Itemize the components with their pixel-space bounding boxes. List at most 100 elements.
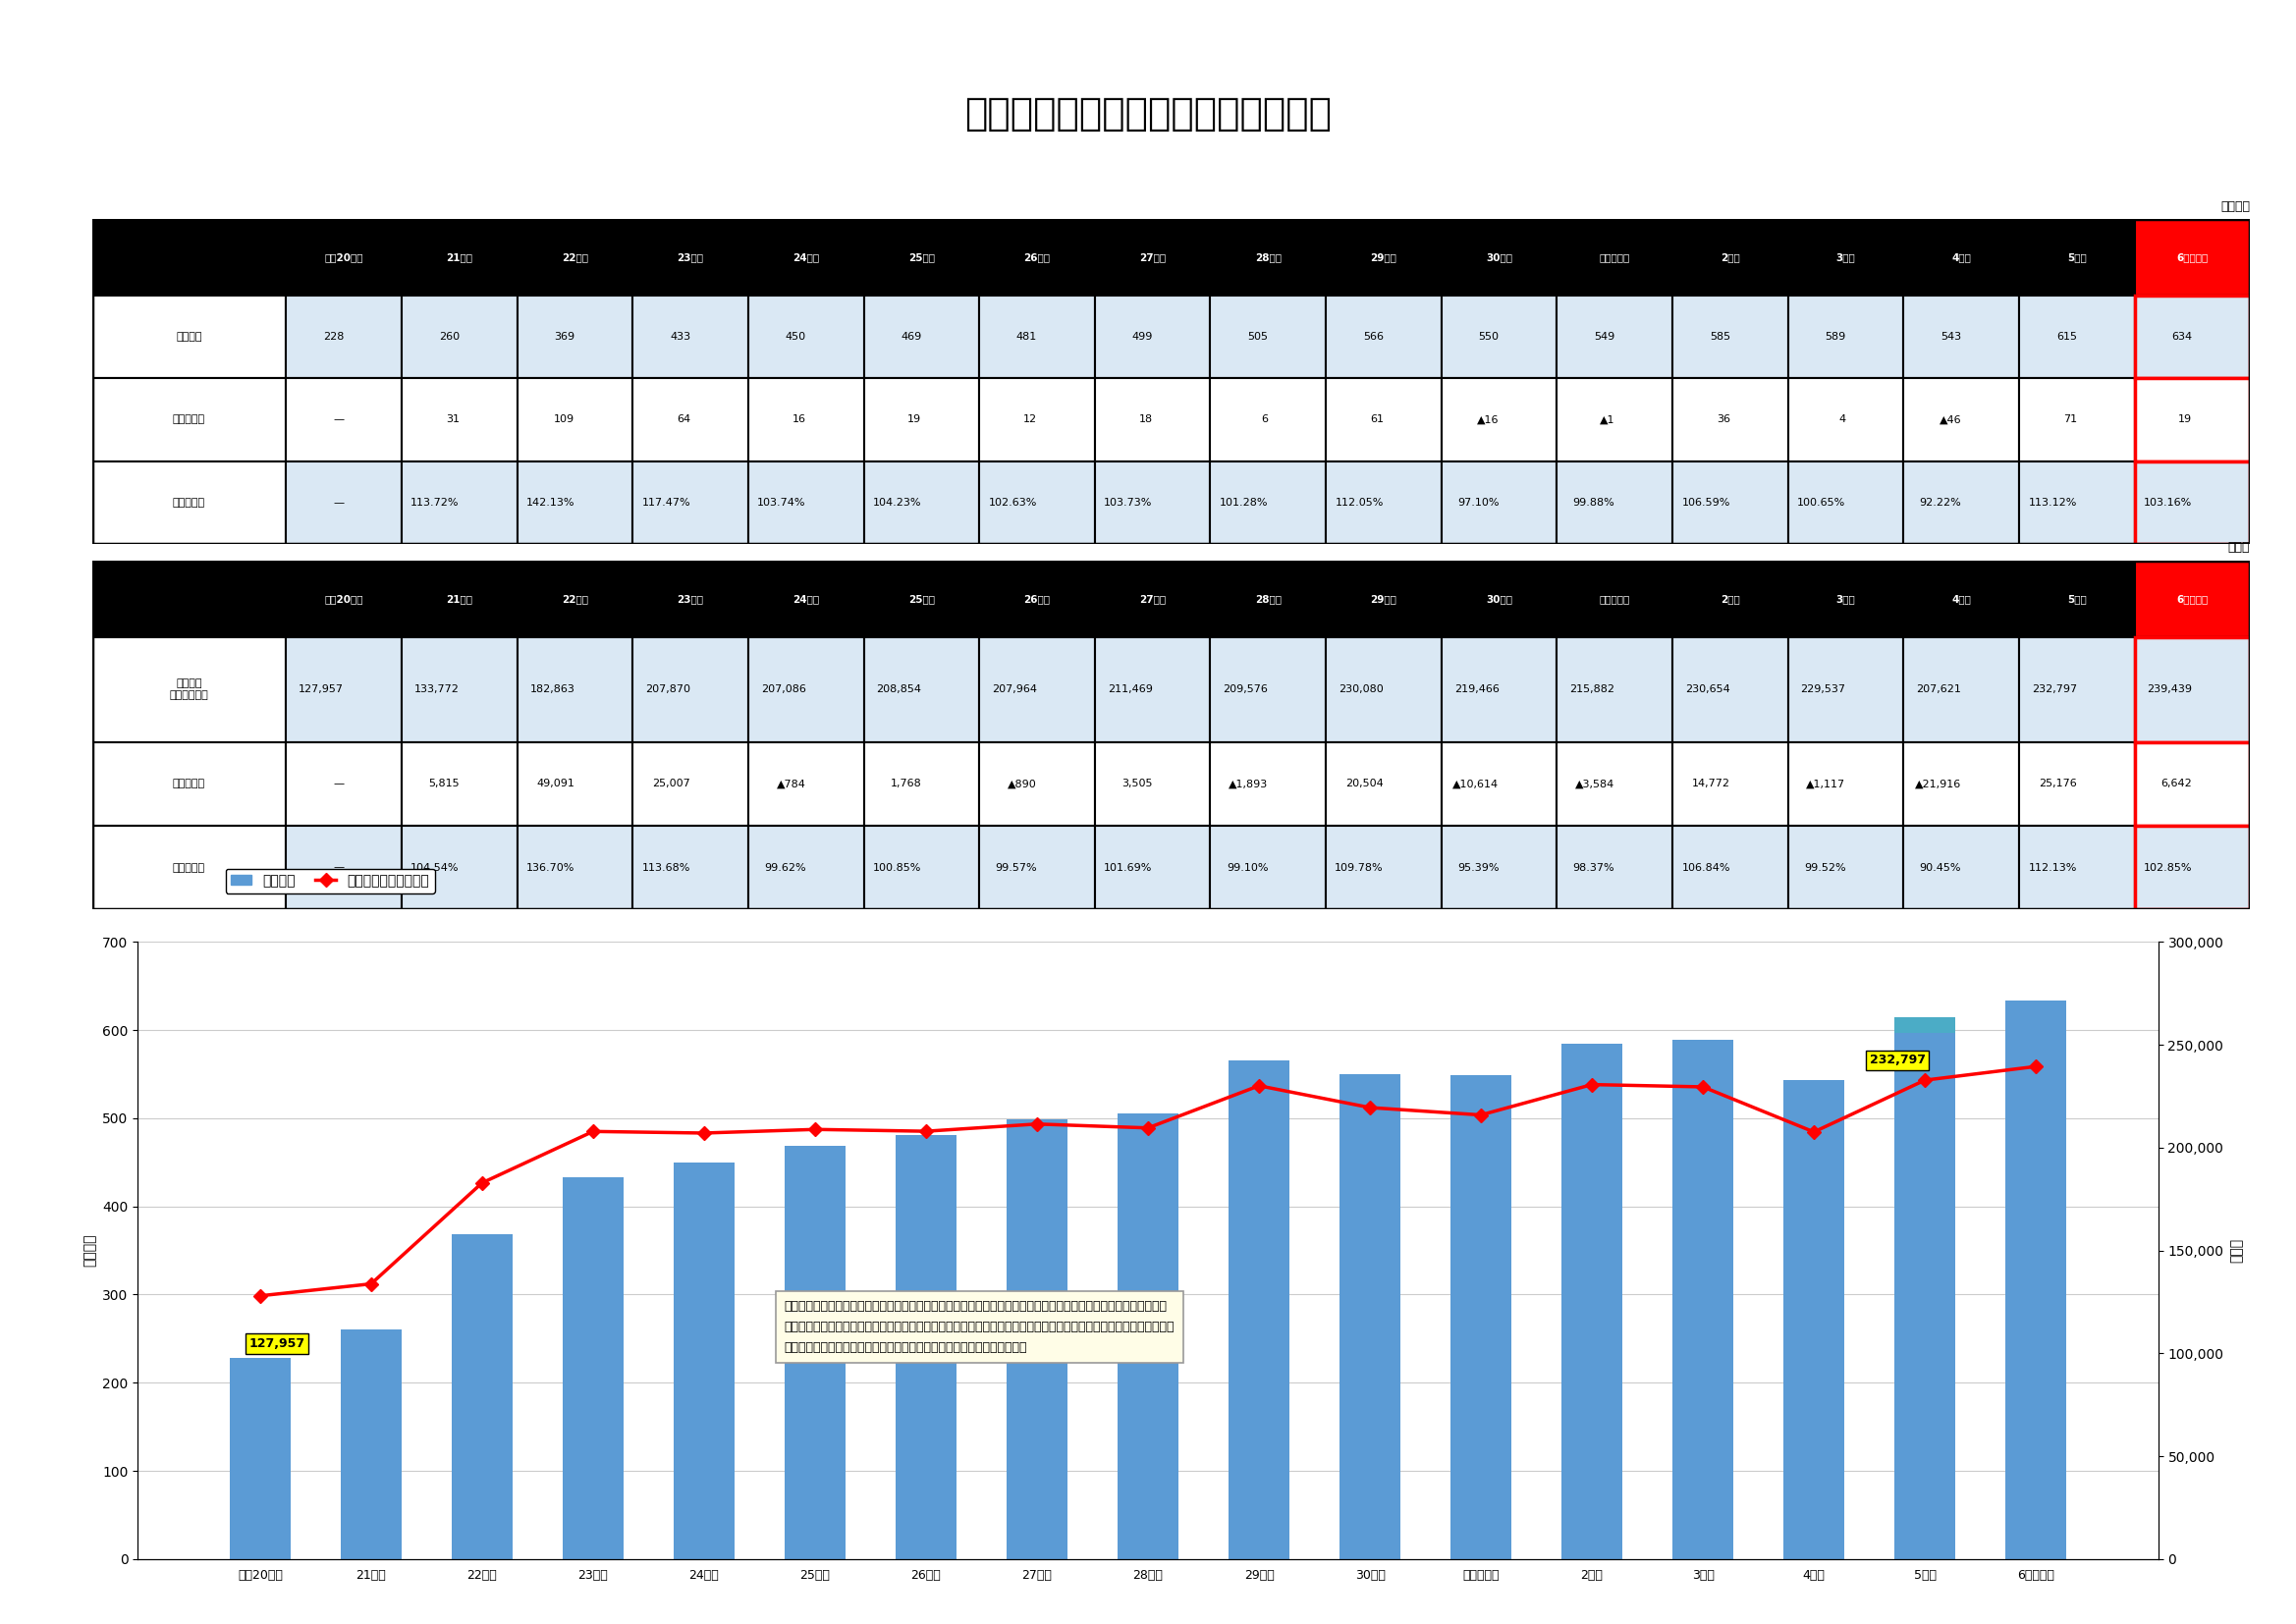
Text: ▲46: ▲46: [1940, 414, 1961, 424]
Bar: [92, 296, 287, 378]
Bar: [1789, 461, 1903, 544]
Bar: [1671, 378, 1789, 461]
Text: 104.54%: 104.54%: [411, 862, 459, 872]
Text: 207,964: 207,964: [992, 685, 1038, 695]
Text: 106.59%: 106.59%: [1681, 497, 1731, 507]
Text: 260: 260: [439, 331, 459, 341]
Bar: [287, 742, 402, 825]
Bar: [2135, 461, 2250, 544]
Text: 100.85%: 100.85%: [872, 862, 921, 872]
Bar: [634, 742, 748, 825]
Bar: [1118, 1114, 1178, 1559]
Text: 433: 433: [670, 331, 691, 341]
Text: 208,854: 208,854: [877, 685, 921, 695]
Bar: [1095, 825, 1210, 909]
Bar: [1903, 742, 2018, 825]
Bar: [2018, 560, 2135, 637]
Text: 令和元年度: 令和元年度: [1600, 594, 1630, 604]
Text: 19: 19: [907, 414, 921, 424]
Bar: [1789, 378, 1903, 461]
Bar: [230, 1358, 292, 1559]
Text: 23年度: 23年度: [677, 594, 703, 604]
Bar: [1789, 296, 1903, 378]
Text: ▲10,614: ▲10,614: [1453, 780, 1499, 789]
Bar: [1228, 1060, 1290, 1559]
Text: 113.12%: 113.12%: [2027, 497, 2078, 507]
被保険者一人当たり額: [246, 1286, 273, 1306]
被保険者一人当たり額: [1467, 1106, 1495, 1125]
Text: 30年度: 30年度: [1486, 252, 1513, 261]
Text: 12: 12: [1024, 414, 1038, 424]
Bar: [980, 378, 1095, 461]
Bar: [748, 825, 863, 909]
Text: 99.52%: 99.52%: [1805, 862, 1846, 872]
Bar: [517, 825, 634, 909]
Text: 21年度: 21年度: [445, 594, 473, 604]
Bar: [634, 461, 748, 544]
Text: —: —: [333, 414, 344, 424]
Bar: [340, 1330, 402, 1559]
Text: 5年度: 5年度: [2066, 252, 2087, 261]
Text: 207,086: 207,086: [760, 685, 806, 695]
Bar: [2135, 637, 2250, 742]
Text: 4年度: 4年度: [1952, 594, 1970, 604]
Bar: [1557, 637, 1671, 742]
Bar: [1339, 1073, 1401, 1559]
Text: 103.74%: 103.74%: [758, 497, 806, 507]
Bar: [748, 560, 863, 637]
Text: 102.85%: 102.85%: [2144, 862, 2193, 872]
Bar: [2135, 742, 2250, 825]
Bar: [980, 825, 1095, 909]
Bar: [517, 742, 634, 825]
Bar: [1210, 560, 1325, 637]
Text: 98.37%: 98.37%: [1573, 862, 1614, 872]
Bar: [92, 461, 287, 544]
Bar: [1325, 637, 1442, 742]
Bar: [634, 219, 748, 296]
Text: 平成20年度: 平成20年度: [324, 594, 363, 604]
Bar: [1442, 637, 1557, 742]
Text: 232,797: 232,797: [2032, 685, 2078, 695]
Bar: [2018, 461, 2135, 544]
Text: ▲21,916: ▲21,916: [1915, 780, 1961, 789]
Text: 28年度: 28年度: [1256, 252, 1281, 261]
Bar: [2135, 742, 2250, 825]
Bar: [517, 637, 634, 742]
Text: 499: 499: [1132, 331, 1153, 341]
Bar: [1894, 1017, 1956, 1559]
Bar: [980, 219, 1095, 296]
Text: 5年度: 5年度: [2066, 594, 2087, 604]
Text: 26年度: 26年度: [1024, 252, 1049, 261]
Bar: [1095, 378, 1210, 461]
Bar: [287, 637, 402, 742]
被保険者一人当たり額: [1357, 1098, 1384, 1117]
Bar: [634, 560, 748, 637]
Text: 高齢者医療制度への納付金等の推移: 高齢者医療制度への納付金等の推移: [964, 96, 1332, 132]
Text: 211,469: 211,469: [1107, 685, 1153, 695]
Bar: [2018, 378, 2135, 461]
Text: 215,882: 215,882: [1570, 685, 1614, 695]
Text: 2年度: 2年度: [1720, 252, 1740, 261]
Bar: [748, 637, 863, 742]
Bar: [634, 378, 748, 461]
Bar: [2135, 296, 2250, 378]
Text: 30年度: 30年度: [1486, 594, 1513, 604]
Text: 5,815: 5,815: [429, 780, 459, 789]
Text: 6,642: 6,642: [2161, 780, 2193, 789]
Bar: [1557, 296, 1671, 378]
Bar: [1789, 825, 1903, 909]
Text: 対前年度差: 対前年度差: [172, 414, 204, 424]
Bar: [863, 825, 980, 909]
Text: 19: 19: [2179, 414, 2193, 424]
Bar: [92, 637, 287, 742]
Bar: [980, 742, 1095, 825]
Bar: [980, 560, 1095, 637]
Text: —: —: [333, 780, 344, 789]
Text: ▲1,893: ▲1,893: [1228, 780, 1267, 789]
Bar: [287, 825, 402, 909]
Bar: [863, 461, 980, 544]
Text: 112.05%: 112.05%: [1334, 497, 1384, 507]
被保険者一人当たり額: [2023, 1057, 2050, 1077]
Text: 4年度: 4年度: [1952, 252, 1970, 261]
Text: 113.68%: 113.68%: [643, 862, 691, 872]
